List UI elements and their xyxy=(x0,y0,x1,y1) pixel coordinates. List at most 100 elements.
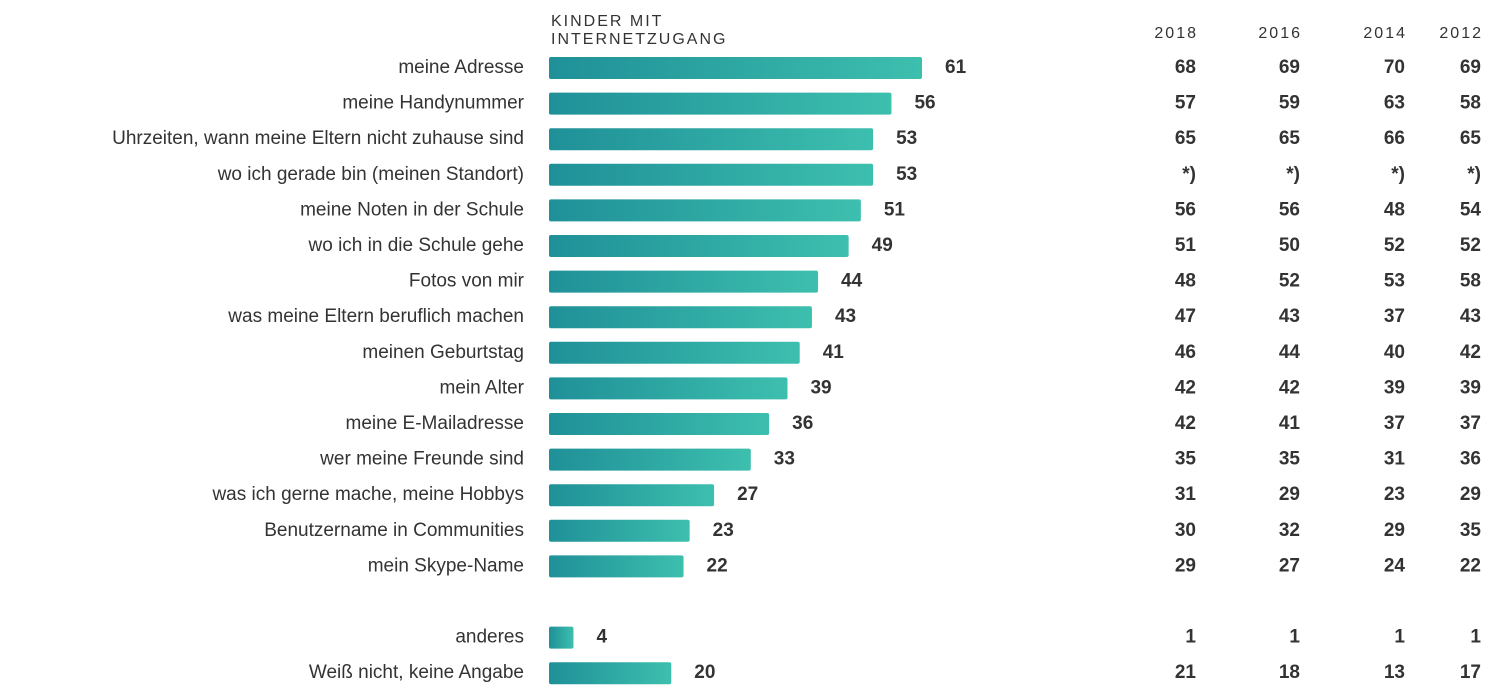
bar xyxy=(549,555,684,578)
bar xyxy=(549,270,819,293)
table-cell: 42 xyxy=(1460,342,1481,363)
bar xyxy=(549,128,874,151)
table-cell: 68 xyxy=(1175,57,1196,78)
table-cell: 29 xyxy=(1460,484,1481,505)
table-cell: 41 xyxy=(1279,413,1301,434)
table-cell: 32 xyxy=(1279,520,1300,541)
table-cell: 22 xyxy=(1460,555,1481,576)
bar xyxy=(549,163,874,186)
bar xyxy=(549,306,812,329)
category-label: wo ich gerade bin (meinen Standort) xyxy=(217,164,524,185)
table-cell: 1 xyxy=(1185,627,1196,648)
category-label: anderes xyxy=(455,627,524,648)
value-label: 36 xyxy=(792,413,813,434)
value-label: 51 xyxy=(884,199,906,220)
column-header: 2012 xyxy=(1439,25,1483,42)
table-cell: 30 xyxy=(1175,520,1196,541)
table-cell: 52 xyxy=(1384,235,1405,256)
value-label: 33 xyxy=(774,449,795,470)
table-cell: 42 xyxy=(1279,377,1300,398)
table-cell: 65 xyxy=(1279,128,1301,149)
table-cell: 24 xyxy=(1384,555,1406,576)
table-cell: 48 xyxy=(1384,199,1405,220)
table-cell: 37 xyxy=(1460,413,1481,434)
value-label: 56 xyxy=(914,93,935,114)
table-cell: 23 xyxy=(1384,484,1405,505)
table-cell: 46 xyxy=(1175,342,1196,363)
bar xyxy=(549,92,892,115)
table-cell: 58 xyxy=(1460,93,1481,114)
table-cell: 36 xyxy=(1460,449,1481,470)
category-label: mein Skype-Name xyxy=(368,555,524,576)
value-label: 61 xyxy=(945,57,967,78)
table-cell: 42 xyxy=(1175,413,1196,434)
table-cell: 31 xyxy=(1175,484,1197,505)
table-cell: 65 xyxy=(1460,128,1482,149)
bar xyxy=(549,484,715,507)
value-label: 53 xyxy=(896,164,917,185)
axis-title: KINDER MIT xyxy=(551,13,663,30)
category-label: meine E-Mailadresse xyxy=(346,413,524,434)
category-label: wo ich in die Schule gehe xyxy=(308,235,524,256)
table-cell: 54 xyxy=(1460,199,1482,220)
table-cell: 56 xyxy=(1175,199,1196,220)
table-cell: 42 xyxy=(1175,377,1196,398)
bar xyxy=(549,413,770,435)
bar xyxy=(549,341,800,364)
column-header: 2018 xyxy=(1154,25,1198,42)
table-cell: 29 xyxy=(1175,555,1196,576)
category-label: mein Alter xyxy=(440,377,525,398)
table-cell: 43 xyxy=(1279,306,1300,327)
category-label: meine Noten in der Schule xyxy=(300,199,524,220)
value-label: 39 xyxy=(810,377,831,398)
value-label: 20 xyxy=(694,662,715,683)
value-label: 41 xyxy=(823,342,845,363)
table-cell: *) xyxy=(1286,164,1300,185)
bar xyxy=(549,377,788,400)
value-label: 44 xyxy=(841,271,863,292)
table-cell: 35 xyxy=(1460,520,1482,541)
value-label: 4 xyxy=(596,627,607,648)
bar xyxy=(549,57,923,79)
bar xyxy=(549,199,861,222)
table-cell: 50 xyxy=(1279,235,1300,256)
table-cell: 52 xyxy=(1460,235,1481,256)
axis-title: INTERNETZUGANG xyxy=(551,31,727,48)
column-header: 2014 xyxy=(1363,25,1407,42)
value-label: 53 xyxy=(896,128,917,149)
table-cell: 1 xyxy=(1470,627,1481,648)
table-cell: *) xyxy=(1391,164,1405,185)
table-cell: 39 xyxy=(1384,377,1405,398)
table-cell: 27 xyxy=(1279,555,1300,576)
bar xyxy=(549,662,672,685)
bar xyxy=(549,519,690,542)
table-cell: 63 xyxy=(1384,93,1405,114)
table-cell: 39 xyxy=(1460,377,1481,398)
bar xyxy=(549,448,751,471)
table-cell: 17 xyxy=(1460,662,1481,683)
value-label: 23 xyxy=(713,520,734,541)
value-label: 43 xyxy=(835,306,856,327)
table-cell: 56 xyxy=(1279,199,1300,220)
table-cell: 57 xyxy=(1175,93,1196,114)
table-cell: 69 xyxy=(1460,57,1481,78)
category-label: was ich gerne mache, meine Hobbys xyxy=(211,484,524,505)
table-cell: 37 xyxy=(1384,306,1405,327)
table-cell: 35 xyxy=(1279,449,1301,470)
category-label: wer meine Freunde sind xyxy=(319,449,524,470)
bar xyxy=(549,626,574,649)
table-cell: 40 xyxy=(1384,342,1405,363)
table-cell: 21 xyxy=(1175,662,1197,683)
table-cell: 48 xyxy=(1175,271,1196,292)
table-cell: *) xyxy=(1182,164,1196,185)
table-cell: 69 xyxy=(1279,57,1300,78)
bar xyxy=(549,235,849,257)
table-cell: 1 xyxy=(1289,627,1300,648)
category-label: was meine Eltern beruflich machen xyxy=(227,306,524,327)
table-cell: 13 xyxy=(1384,662,1405,683)
table-cell: 37 xyxy=(1384,413,1405,434)
table-cell: 66 xyxy=(1384,128,1405,149)
value-label: 27 xyxy=(737,484,758,505)
table-cell: 52 xyxy=(1279,271,1300,292)
